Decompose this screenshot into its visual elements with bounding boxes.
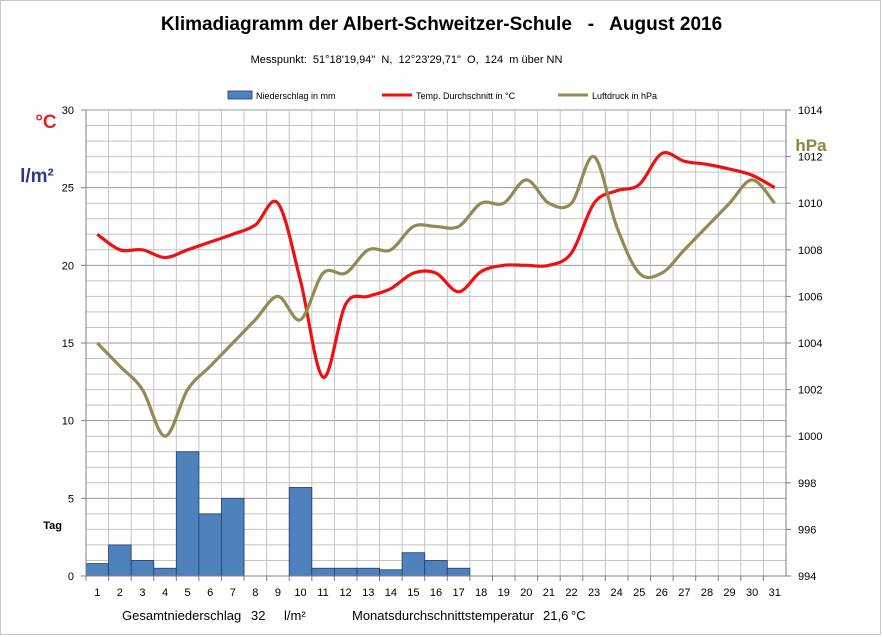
- x-tick-label: 27: [678, 587, 690, 599]
- y-right-tick-label: 994: [798, 571, 816, 583]
- y-axis-label-celsius: °C: [35, 112, 57, 133]
- y-right-tick-label: 1012: [798, 152, 822, 164]
- precip-bar: [221, 497, 245, 577]
- y-right-tick-label: 1008: [798, 245, 822, 257]
- x-tick-label: 29: [723, 587, 735, 599]
- x-tick-label: 24: [611, 587, 623, 599]
- x-tick-label: 31: [769, 587, 781, 599]
- legend-label: Temp. Durchschnitt in °C: [416, 91, 516, 101]
- x-tick-label: 15: [407, 587, 419, 599]
- x-tick-label: 3: [139, 587, 145, 599]
- x-tick-label: 8: [252, 587, 258, 599]
- series-lines: [96, 151, 776, 438]
- avg-temp-label: Monatsdurchschnittstemperatur: [352, 608, 535, 623]
- x-tick-label: 17: [452, 587, 464, 599]
- y-right-tick-label: 1002: [798, 385, 822, 397]
- x-tick-label: 20: [520, 587, 532, 599]
- y-left-tick-label: 30: [62, 105, 74, 117]
- x-tick-label: 28: [701, 587, 713, 599]
- x-tick-label: 10: [294, 587, 306, 599]
- total-precip-label: Gesamtniederschlag: [122, 608, 241, 623]
- y-right-tick-label: 1004: [798, 338, 822, 350]
- precip-bar: [175, 451, 200, 577]
- x-tick-label: 11: [317, 587, 328, 599]
- x-tick-label: 1: [94, 587, 100, 599]
- precip-bar: [356, 567, 380, 577]
- precip-bar: [401, 552, 426, 577]
- x-tick-label: 30: [746, 587, 758, 599]
- precip-bar: [108, 544, 132, 577]
- chart-title: Klimadiagramm der Albert-Schweitzer-Schu…: [160, 14, 723, 35]
- y-left-tick-label: 5: [68, 493, 74, 505]
- temperature-line: [96, 151, 776, 379]
- total-precip-unit: l/m²: [284, 608, 306, 623]
- x-tick-label: 25: [633, 587, 645, 599]
- x-tick-label: 5: [185, 587, 191, 599]
- legend-swatch-precip: [227, 90, 253, 100]
- legend-label: Luftdruck in hPa: [592, 91, 657, 101]
- x-tick-label: 16: [430, 587, 442, 599]
- y-right-tick-label: 1006: [798, 291, 822, 303]
- x-tick-label: 19: [498, 587, 510, 599]
- x-tick-label: 12: [340, 587, 352, 599]
- x-tick-label: 14: [385, 587, 397, 599]
- avg-temp-value: 21,6: [543, 608, 568, 623]
- y-left-tick-label: 20: [62, 260, 74, 272]
- y-axis-label-tag: Tag: [43, 520, 62, 532]
- precip-bar: [446, 567, 471, 577]
- x-tick-label: 23: [588, 587, 600, 599]
- x-tick-label: 18: [475, 587, 487, 599]
- precip-bar: [85, 563, 109, 577]
- y-right-tick-label: 996: [798, 524, 816, 536]
- x-tick-label: 4: [162, 587, 168, 599]
- axes: 0510152025309949969981000100210041006100…: [62, 105, 823, 599]
- chart-subtitle: Messpunkt: 51°18'19,94" N, 12°23'29,71" …: [250, 54, 563, 66]
- x-tick-label: 6: [207, 587, 213, 599]
- x-tick-label: 2: [117, 587, 123, 599]
- precip-bar: [130, 560, 155, 577]
- legend: Niederschlag in mm Temp. Durchschnitt in …: [227, 90, 657, 101]
- x-tick-label: 7: [230, 587, 236, 599]
- precip-bar: [333, 567, 358, 577]
- y-right-tick-label: 1010: [798, 198, 822, 210]
- y-axis-label-hpa: hPa: [795, 136, 827, 155]
- x-tick-label: 9: [275, 587, 281, 599]
- precip-bar: [198, 513, 222, 577]
- pressure-line: [96, 154, 776, 438]
- precip-bar: [288, 487, 313, 577]
- x-tick-label: 26: [656, 587, 668, 599]
- x-tick-label: 21: [543, 587, 555, 599]
- y-left-tick-label: 15: [62, 338, 74, 350]
- x-tick-label: 22: [565, 587, 577, 599]
- precip-bar: [379, 569, 403, 577]
- precip-bar: [424, 560, 448, 577]
- precip-bar: [153, 567, 177, 577]
- footer: Gesamtniederschlag 32 l/m² Monatsdurchsc…: [122, 608, 586, 623]
- legend-label: Niederschlag in mm: [256, 91, 336, 101]
- y-axis-label-precip: l/m²: [20, 166, 54, 187]
- y-left-tick-label: 25: [62, 183, 74, 195]
- precip-bar: [311, 567, 335, 577]
- y-right-tick-label: 1000: [798, 431, 822, 443]
- total-precip-value: 32: [251, 608, 265, 623]
- x-tick-label: 13: [362, 587, 374, 599]
- y-right-tick-label: 998: [798, 478, 816, 490]
- y-left-tick-label: 10: [62, 416, 74, 428]
- avg-temp-unit: °C: [571, 608, 586, 623]
- y-right-tick-label: 1014: [798, 105, 822, 117]
- y-left-tick-label: 0: [68, 571, 74, 583]
